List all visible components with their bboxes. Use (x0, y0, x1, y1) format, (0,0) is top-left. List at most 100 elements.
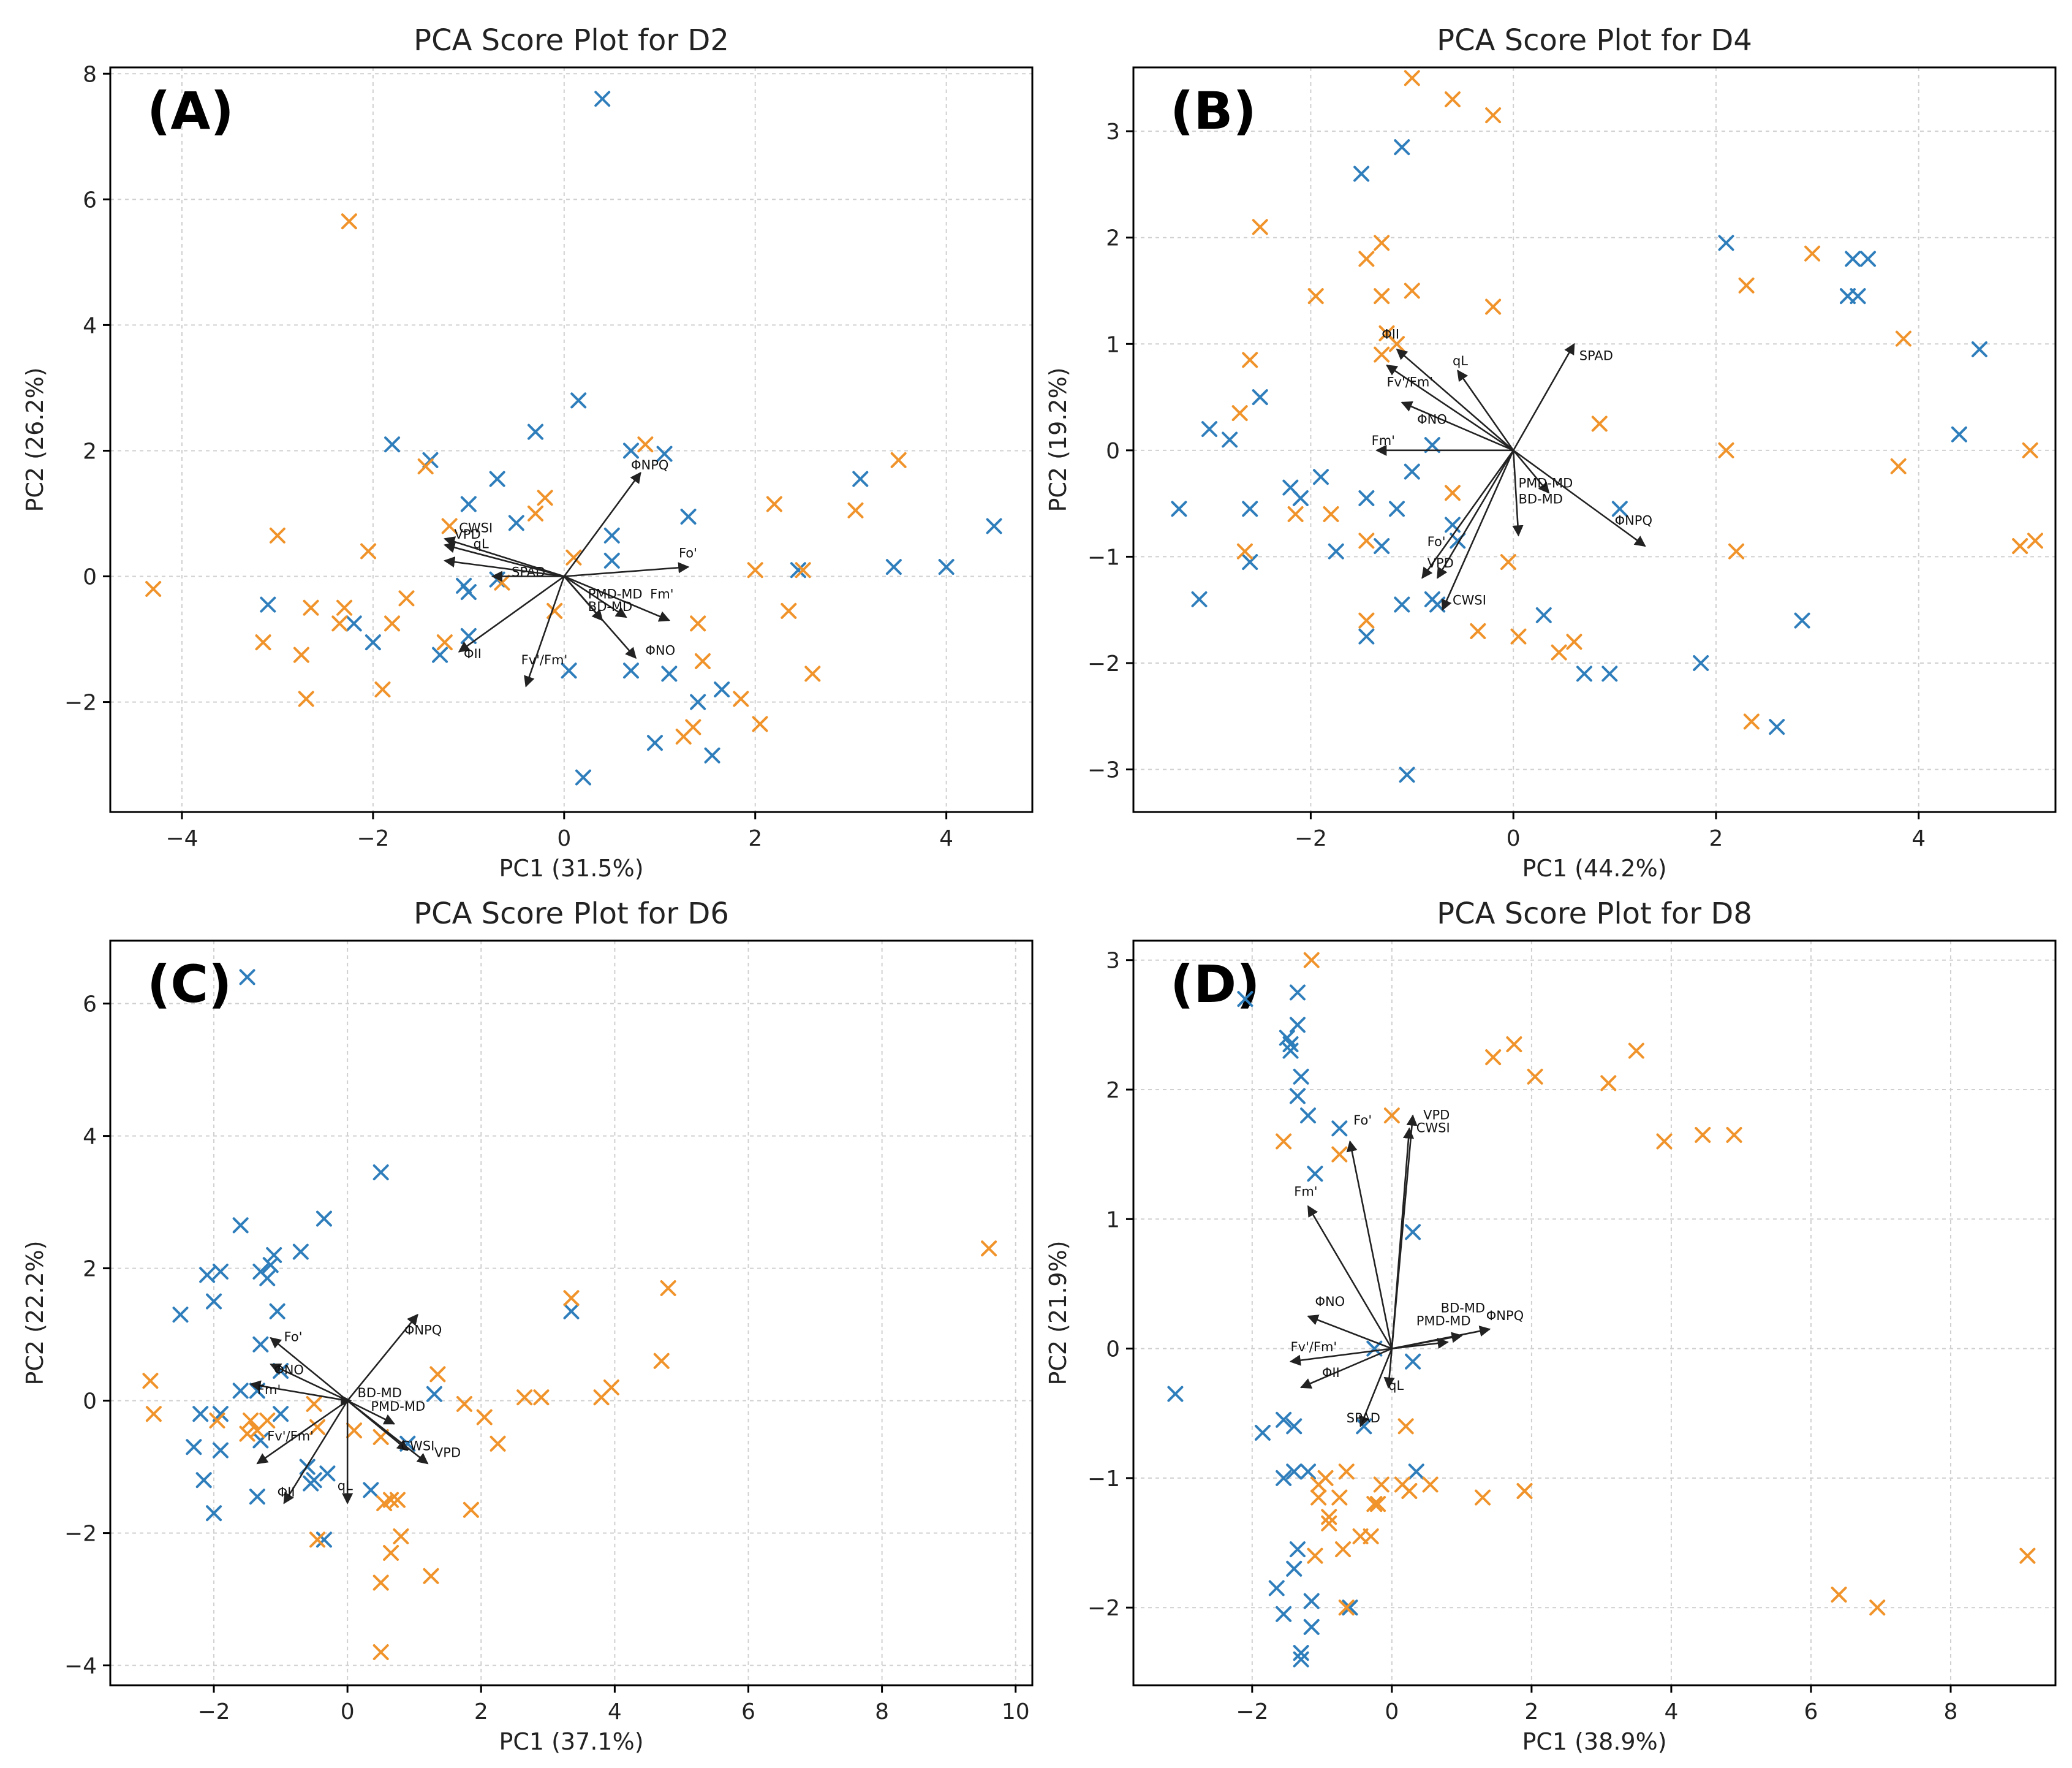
data-point-series-1 (1576, 666, 1592, 682)
data-point-series-1 (316, 1210, 332, 1227)
chart-title: PCA Score Plot for D4 (1437, 23, 1752, 58)
data-point-series-2 (1310, 1489, 1327, 1506)
data-point-series-1 (259, 1270, 276, 1286)
data-point-series-1 (365, 634, 381, 651)
data-point-series-1 (192, 1406, 209, 1422)
data-point-series-2 (142, 1373, 159, 1389)
data-point-series-1 (603, 527, 620, 544)
loading-label: CWSI (1416, 1121, 1450, 1136)
data-point-series-1 (1276, 1411, 1292, 1428)
x-tick-label: 6 (741, 1699, 755, 1724)
loading-arrow (1396, 348, 1514, 451)
loading-arrow (270, 1337, 348, 1402)
data-point-series-2 (1252, 219, 1268, 235)
data-point-series-1 (1374, 538, 1390, 555)
y-tick-label: 2 (1106, 226, 1120, 251)
data-point-series-1 (594, 91, 611, 107)
y-tick-label: −4 (64, 1654, 97, 1679)
loading-label: VPD (1423, 1108, 1450, 1123)
data-point-series-1 (656, 446, 673, 462)
x-tick-label: 8 (1944, 1699, 1958, 1724)
loading-arrow (1383, 1348, 1395, 1389)
data-point-series-1 (273, 1406, 289, 1422)
data-point-series-2 (436, 634, 453, 651)
data-point-series-2 (1470, 623, 1486, 639)
y-tick-label: 3 (1106, 120, 1120, 145)
data-point-series-2 (417, 458, 434, 475)
data-point-series-1 (527, 423, 544, 440)
data-point-series-2 (1374, 288, 1390, 305)
data-point-series-1 (1282, 1036, 1299, 1053)
loading-arrow (563, 471, 641, 577)
loading-arrow (347, 1400, 429, 1465)
data-point-series-2 (1485, 298, 1502, 315)
data-point-series-1 (1307, 1166, 1323, 1182)
data-point-series-2 (336, 599, 353, 616)
data-point-series-2 (1363, 1528, 1379, 1544)
x-tick-label: 2 (1524, 1699, 1538, 1724)
data-point-series-1 (1408, 1463, 1424, 1480)
loading-label: ΦNPQ (631, 458, 668, 472)
data-point-series-2 (1628, 1042, 1644, 1059)
data-point-series-1 (1191, 591, 1208, 607)
data-point-series-1 (1860, 251, 1877, 267)
loading-label: ΦNPQ (1615, 513, 1652, 528)
loading-arrow (1513, 450, 1550, 494)
plot-frame (109, 939, 1034, 1686)
data-point-series-1 (680, 509, 697, 525)
loading-label: PMD-MD (588, 586, 643, 601)
loading-arrow (270, 1363, 348, 1402)
loading-label: ΦII (1382, 327, 1399, 342)
y-tick-label: 8 (83, 62, 97, 87)
loading-arrow (1513, 449, 1646, 547)
x-tick-label: 2 (474, 1699, 488, 1724)
data-point-series-2 (1444, 485, 1461, 501)
data-point-series-2 (1591, 415, 1608, 432)
data-point-series-2 (372, 1644, 389, 1660)
data-point-series-1 (232, 1217, 249, 1234)
y-tick-label: 6 (83, 992, 97, 1017)
data-point-series-1 (704, 747, 720, 764)
data-point-series-1 (195, 1472, 212, 1489)
x-tick-label: 2 (1709, 826, 1723, 851)
loading-arrow (444, 556, 564, 577)
y-tick-label: 4 (83, 1125, 97, 1150)
data-point-series-1 (690, 694, 706, 710)
loading-label: BD-MD (1441, 1300, 1485, 1315)
data-point-series-2 (1656, 1133, 1673, 1150)
x-axis-title: PC1 (38.9%) (1522, 1728, 1666, 1755)
data-point-series-1 (262, 1257, 279, 1273)
data-point-series-2 (309, 1531, 326, 1548)
data-point-series-2 (1895, 330, 1911, 347)
data-point-series-1 (1222, 431, 1238, 448)
panel-1: −4 −2 0 2 4 −2 0 2 4 6 8 PCA Score Plot for D2 PC1 (… (21, 23, 1034, 882)
loading-arrow (1346, 1140, 1393, 1349)
loading-label: CWSI (459, 521, 493, 536)
data-point-series-2 (1397, 1418, 1414, 1435)
loading-arrow (1385, 364, 1514, 451)
panel-label: (B) (1170, 81, 1257, 141)
y-tick-label: −2 (64, 1522, 97, 1547)
loading-arrow (1359, 1348, 1393, 1428)
y-tick-label: 2 (1106, 1078, 1120, 1103)
data-point-series-2 (372, 1574, 389, 1591)
data-point-series-2 (1276, 1133, 1292, 1150)
data-point-series-1 (346, 615, 362, 632)
data-point-series-2 (1718, 442, 1734, 458)
loading-label: BD-MD (358, 1386, 402, 1400)
loading-label: Fm' (257, 1383, 281, 1397)
data-point-series-2 (456, 1396, 473, 1412)
data-point-series-2 (1335, 1541, 1352, 1558)
data-point-series-1 (1850, 288, 1866, 305)
data-point-series-2 (1831, 1587, 1847, 1603)
x-tick-label: 4 (939, 826, 953, 851)
data-point-series-2 (593, 1389, 610, 1406)
data-point-series-2 (1738, 277, 1755, 294)
data-point-series-2 (1287, 506, 1304, 522)
y-tick-label: 6 (83, 188, 97, 213)
y-axis-title: PC2 (22.2%) (21, 1240, 48, 1385)
data-point-series-1 (266, 1247, 282, 1263)
data-point-series-1 (206, 1293, 222, 1310)
data-point-series-2 (1366, 1496, 1383, 1512)
